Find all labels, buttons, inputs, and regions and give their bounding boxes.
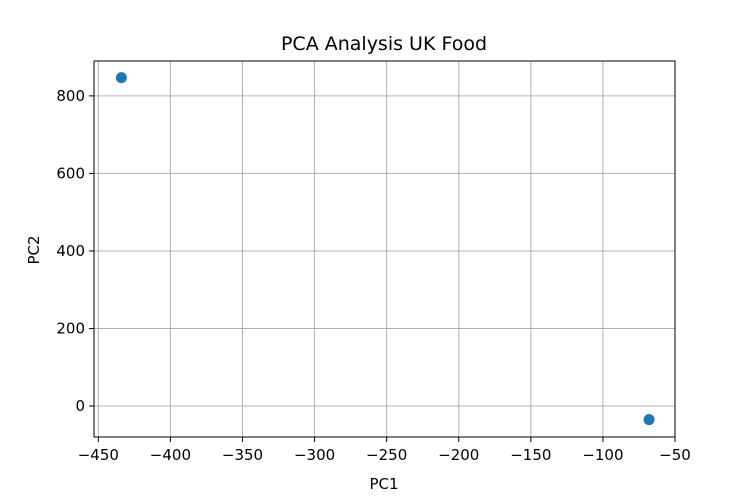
grid-lines (94, 61, 676, 437)
x-tick-label: −450 (78, 446, 119, 464)
x-tick-label: −150 (510, 446, 551, 464)
y-tick-label: 0 (75, 397, 85, 415)
y-tick-label: 200 (56, 319, 85, 337)
x-tick-label: −400 (150, 446, 191, 464)
y-axis-label: PC2 (25, 235, 43, 264)
x-tick-label: −50 (659, 446, 691, 464)
x-tick-label: −200 (438, 446, 479, 464)
scatter-point (643, 414, 655, 426)
chart-title: PCA Analysis UK Food (281, 33, 487, 55)
x-axis-label: PC1 (369, 475, 398, 493)
y-tick-label: 600 (56, 164, 85, 182)
x-axis-ticks: −450 −400 −350 −300 −250 −200 −150 −100 −50 (78, 437, 691, 464)
plot-frame (93, 60, 676, 438)
y-tick-label: 800 (56, 87, 85, 105)
scatter-points (115, 72, 655, 426)
x-tick-label: −100 (582, 446, 623, 464)
x-tick-label: −300 (294, 446, 335, 464)
scatter-point (115, 72, 127, 84)
y-tick-label: 400 (56, 242, 85, 260)
y-axis-ticks: 0 200 400 600 800 (56, 87, 94, 415)
x-tick-label: −350 (222, 446, 263, 464)
x-tick-label: −250 (366, 446, 407, 464)
